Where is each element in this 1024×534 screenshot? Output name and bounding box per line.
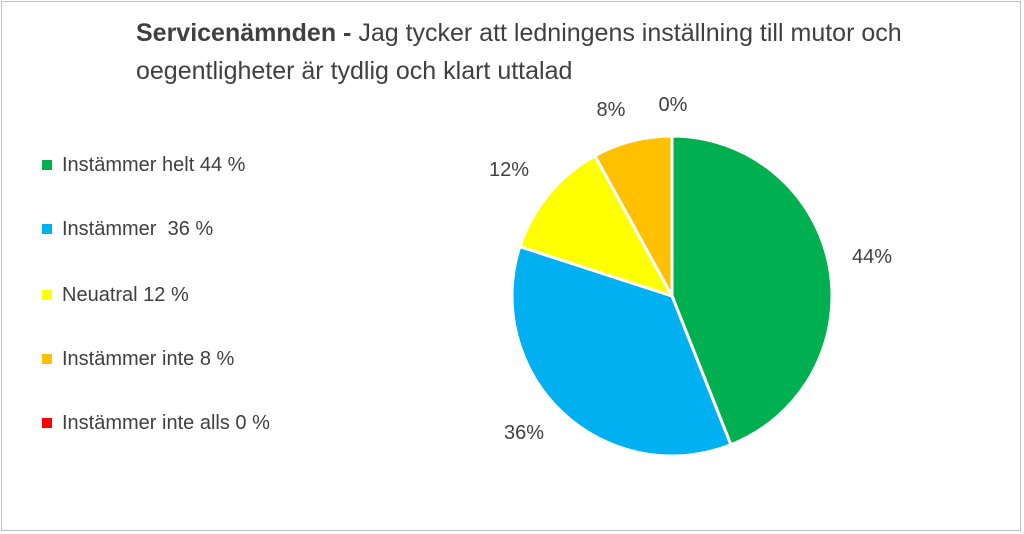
pie-slice-neutral [517, 153, 676, 299]
data-label-neutral: 12% [489, 159, 529, 181]
data-label-instammer-inte: 8% [597, 99, 626, 121]
legend-label: Neuatral 12 % [62, 284, 189, 306]
legend-swatch [42, 418, 52, 428]
chart-title-rest: Jag tycker att ledningens inställning ti… [136, 19, 902, 85]
legend-swatch [42, 160, 52, 170]
legend-label: Instämmer inte alls 0 % [62, 412, 270, 434]
legend-swatch [42, 290, 52, 300]
legend-label: Instämmer inte 8 % [62, 348, 235, 370]
legend-swatch [42, 224, 52, 234]
data-label-instammer-helt: 44% [852, 246, 892, 268]
legend-label: Instämmer helt 44 % [62, 154, 246, 176]
legend-swatch [42, 354, 52, 364]
chart-title: Servicenämnden - Jag tycker att ledninge… [136, 14, 936, 90]
legend-label: Instämmer 36 % [62, 218, 214, 240]
chart-title-bold: Servicenämnden - [136, 19, 359, 47]
legend-item-instammer-inte-alls: Instämmer inte alls 0 % [42, 408, 292, 438]
data-label-instammer-inte-alls: 0% [659, 94, 688, 116]
legend-item-instammer-helt: Instämmer helt 44 % [42, 150, 302, 180]
legend-item-neutral: Neuatral 12 % [42, 280, 302, 310]
data-label-instammer: 36% [504, 422, 544, 444]
pie-slice-instammer-helt [670, 134, 834, 447]
pie-slice-instammer-inte [592, 134, 674, 297]
pie-slice-instammer [510, 244, 733, 458]
legend-item-instammer-inte: Instämmer inte 8 % [42, 344, 302, 374]
legend-item-instammer: Instämmer 36 % [42, 214, 302, 244]
